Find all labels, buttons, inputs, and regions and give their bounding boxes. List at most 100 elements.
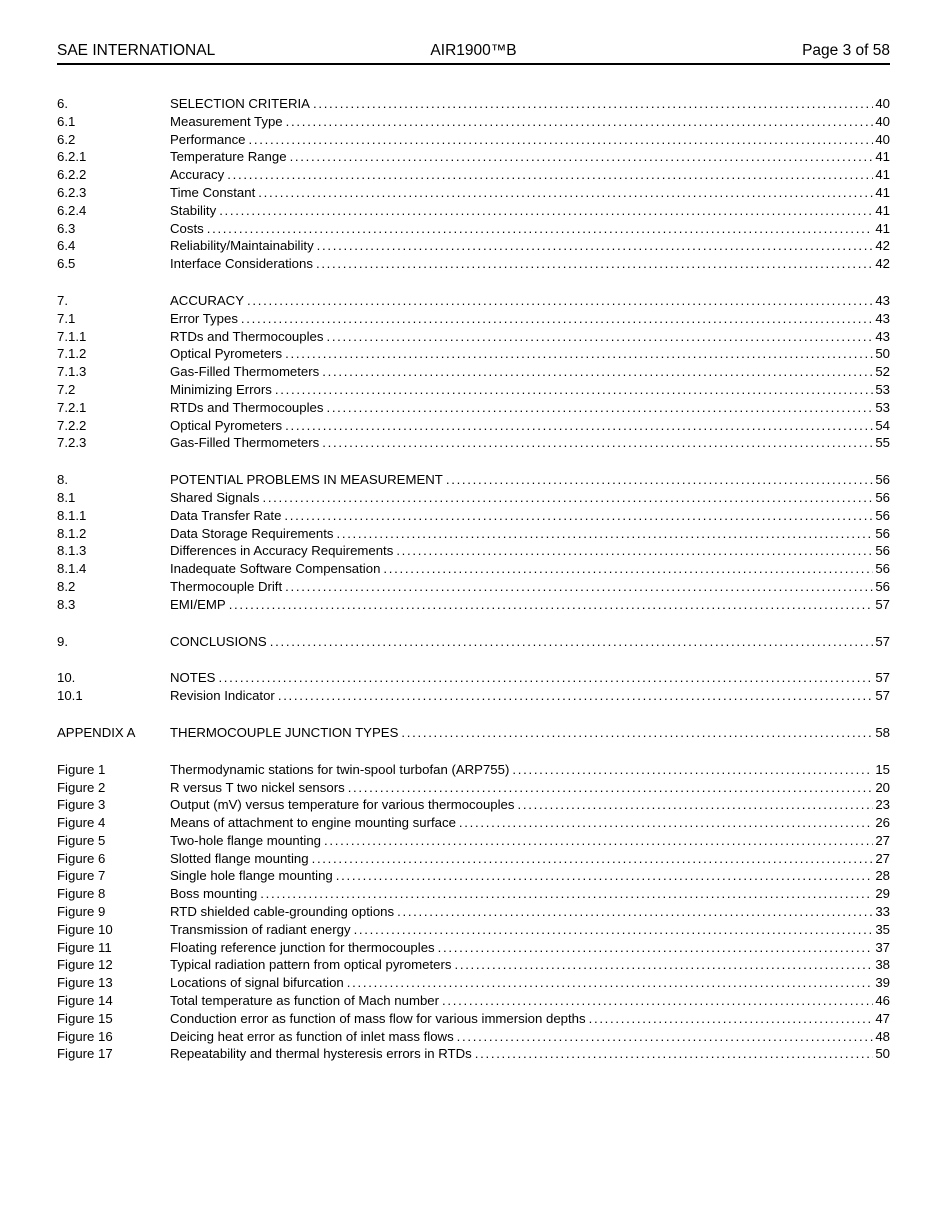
toc-entry-title: Accuracy bbox=[170, 167, 225, 183]
dot-leader: ........................................… bbox=[315, 256, 873, 272]
toc-entry-number: Figure 16 bbox=[57, 1028, 113, 1044]
toc-row: 6.4 Reliability/Maintainability..........… bbox=[57, 237, 890, 255]
toc-entry-title: Temperature Range bbox=[170, 149, 287, 165]
toc-entry-title: Interface Considerations bbox=[170, 256, 313, 272]
toc-entry-title: Repeatability and thermal hysteresis err… bbox=[170, 1046, 472, 1062]
toc-entry-number: 7.2.3 bbox=[57, 435, 87, 451]
toc-entry-number: 8.1 bbox=[57, 489, 76, 505]
dot-leader: ........................................… bbox=[437, 939, 873, 955]
toc-entry-number: Figure 8 bbox=[57, 886, 106, 902]
toc-entry-title: Data Storage Requirements bbox=[170, 525, 334, 541]
toc-row: Figure 13 Locations of signal bifurcation… bbox=[57, 974, 890, 992]
toc-entry-page: 56 bbox=[875, 543, 890, 559]
toc-entry-page: 47 bbox=[875, 1010, 890, 1026]
dot-leader: ........................................… bbox=[346, 975, 873, 991]
dot-leader: ........................................… bbox=[517, 797, 873, 813]
toc-entry-page: 15 bbox=[875, 761, 890, 777]
toc-entry-title: Time Constant bbox=[170, 184, 256, 200]
dot-leader: ........................................… bbox=[454, 957, 873, 973]
toc-entry-page: 37 bbox=[875, 939, 890, 955]
toc-group: 9. CONCLUSIONS...........................… bbox=[57, 633, 890, 651]
dot-leader: ........................................… bbox=[326, 328, 873, 344]
dot-leader: ........................................… bbox=[474, 1046, 873, 1062]
toc-entry-number: 6.2.4 bbox=[57, 202, 87, 218]
toc-entry-number: 7.1.2 bbox=[57, 346, 87, 362]
toc-row: Figure 8 Boss mounting...................… bbox=[57, 885, 890, 903]
toc-entry-number: Figure 7 bbox=[57, 868, 106, 884]
toc-entry-page: 56 bbox=[875, 489, 890, 505]
toc-entry-number: 7.2.2 bbox=[57, 417, 87, 433]
toc-entry-page: 27 bbox=[875, 832, 890, 848]
toc-entry-page: 57 bbox=[875, 596, 890, 612]
toc-row: Figure 14 Total temperature as function o… bbox=[57, 992, 890, 1010]
toc-entry-number: Figure 17 bbox=[57, 1046, 113, 1062]
header-document-number: AIR1900™B bbox=[430, 42, 517, 59]
toc-entry-title: RTD shielded cable-grounding options bbox=[170, 904, 395, 920]
toc-entry-page: 40 bbox=[875, 96, 890, 111]
toc-entry-title: Deicing heat error as function of inlet … bbox=[170, 1028, 454, 1044]
toc-entry-page: 35 bbox=[875, 921, 890, 937]
toc-entry-title: Measurement Type bbox=[170, 113, 283, 129]
toc-row: Figure 1 Thermodynamic stations for twin-… bbox=[57, 761, 890, 779]
toc-entry-number: Figure 6 bbox=[57, 850, 106, 866]
toc-entry-page: 55 bbox=[875, 435, 890, 451]
toc-row: 8.3 EMI/EMP..............................… bbox=[57, 596, 890, 614]
dot-leader: ........................................… bbox=[383, 561, 873, 577]
toc-entry-number: 8.1.1 bbox=[57, 507, 87, 523]
toc-entry-number: Figure 2 bbox=[57, 779, 106, 795]
toc-entry-title: SELECTION CRITERIA bbox=[170, 96, 310, 111]
toc-row: 7.1.2 Optical Pyrometers.................… bbox=[57, 345, 890, 363]
toc-row: 7. ACCURACY..............................… bbox=[57, 292, 890, 310]
toc-group: 6. SELECTION CRITERIA....................… bbox=[57, 95, 890, 273]
toc-row: 7.2.3 Gas-Filled Thermometers............… bbox=[57, 434, 890, 452]
toc-entry-page: 42 bbox=[875, 238, 890, 254]
toc-entry-number: Figure 11 bbox=[57, 939, 112, 955]
dot-leader: ........................................… bbox=[227, 167, 873, 183]
table-of-contents: 6. SELECTION CRITERIA....................… bbox=[57, 95, 890, 1063]
toc-entry-page: 29 bbox=[875, 886, 890, 902]
toc-entry-title: Locations of signal bifurcation bbox=[170, 975, 344, 991]
dot-leader: ........................................… bbox=[260, 886, 873, 902]
dot-leader: ........................................… bbox=[458, 815, 873, 831]
toc-entry-number: Figure 14 bbox=[57, 993, 113, 1009]
dot-leader: ........................................… bbox=[262, 489, 873, 505]
toc-entry-title: Stability bbox=[170, 202, 217, 218]
toc-entry-number: 7.2.1 bbox=[57, 399, 87, 415]
toc-row: 8.1.1 Data Transfer Rate.................… bbox=[57, 507, 890, 525]
toc-row: 6. SELECTION CRITERIA....................… bbox=[57, 95, 890, 113]
toc-entry-page: 50 bbox=[875, 346, 890, 362]
toc-entry-page: 41 bbox=[875, 202, 890, 218]
dot-leader: ........................................… bbox=[274, 381, 873, 397]
toc-entry-page: 57 bbox=[875, 688, 890, 704]
toc-row: 8.1.4 Inadequate Software Compensation...… bbox=[57, 560, 890, 578]
toc-entry-title: Thermodynamic stations for twin-spool tu… bbox=[170, 761, 510, 777]
toc-entry-title: Error Types bbox=[170, 310, 238, 326]
toc-entry-page: 26 bbox=[875, 815, 890, 831]
toc-entry-title: EMI/EMP bbox=[170, 596, 226, 612]
toc-entry-page: 41 bbox=[875, 149, 890, 165]
header-organization: SAE INTERNATIONAL bbox=[57, 42, 216, 59]
toc-entry-page: 38 bbox=[875, 957, 890, 973]
toc-entry-title: RTDs and Thermocouples bbox=[170, 399, 324, 415]
page-header: SAE INTERNATIONAL AIR1900™B Page 3 of 58 bbox=[57, 0, 890, 65]
toc-entry-title: Optical Pyrometers bbox=[170, 346, 283, 362]
toc-row: Figure 7 Single hole flange mounting.....… bbox=[57, 867, 890, 885]
toc-entry-number: 7.1.3 bbox=[57, 364, 87, 380]
toc-group: 8. POTENTIAL PROBLEMS IN MEASUREMENT.....… bbox=[57, 471, 890, 613]
toc-entry-page: 43 bbox=[875, 310, 890, 326]
toc-entry-number: 6.2 bbox=[57, 131, 76, 147]
dot-leader: ........................................… bbox=[248, 131, 874, 147]
toc-group: Figure 1 Thermodynamic stations for twin-… bbox=[57, 761, 890, 1064]
toc-entry-title: Inadequate Software Compensation bbox=[170, 561, 381, 577]
toc-entry-number: 8.1.4 bbox=[57, 561, 87, 577]
toc-entry-title: THERMOCOUPLE JUNCTION TYPES bbox=[170, 724, 399, 740]
toc-entry-title: CONCLUSIONS bbox=[170, 633, 267, 649]
dot-leader: ........................................… bbox=[285, 417, 873, 433]
toc-row: 6.3 Costs................................… bbox=[57, 220, 890, 238]
toc-entry-page: 33 bbox=[875, 904, 890, 920]
toc-entry-number: 6.1 bbox=[57, 113, 76, 129]
toc-entry-page: 27 bbox=[875, 850, 890, 866]
toc-entry-number: Figure 12 bbox=[57, 957, 113, 973]
dot-leader: ........................................… bbox=[322, 364, 873, 380]
toc-entry-page: 23 bbox=[875, 797, 890, 813]
